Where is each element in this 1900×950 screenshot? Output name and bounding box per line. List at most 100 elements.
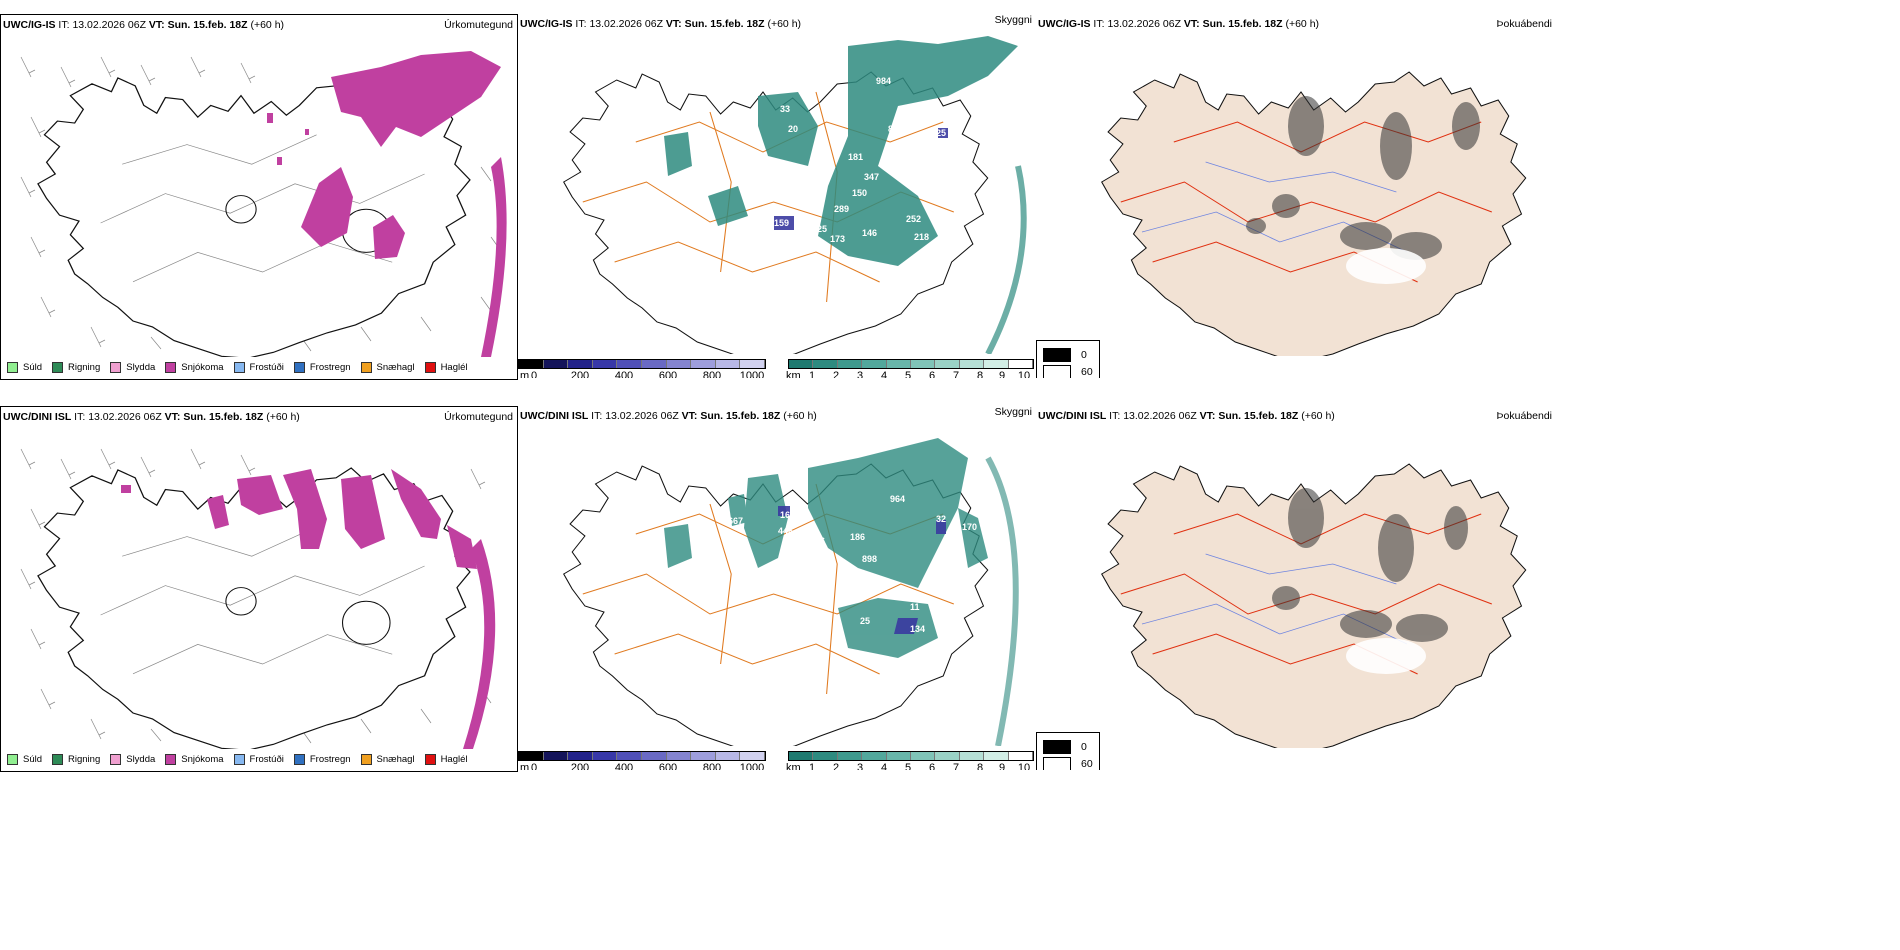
legend-item-snow-pellets: Snæhagl: [360, 362, 415, 373]
legend-item-drizzle: Súld: [7, 754, 42, 765]
legend-item-hail: Haglél: [424, 754, 468, 765]
legend-item-freezing-rain: Frostregn: [293, 754, 351, 765]
vt-label: VT:: [1183, 18, 1200, 30]
visibility-tick: 7: [952, 762, 960, 770]
height-scale-bar: [518, 359, 766, 369]
it-value: 13.02.2026 06Z: [589, 18, 663, 30]
visibility-tick: 6: [928, 370, 936, 378]
legend-item-sleet: Slydda: [110, 754, 155, 765]
visibility-tick: 8: [976, 370, 984, 378]
ceiling-label: 164: [780, 510, 795, 520]
legend-item-drizzle: Súld: [7, 362, 42, 373]
ceiling-label: 146: [862, 228, 877, 238]
precip-type-panel-top: UWC/IG-IS IT: 13.02.2026 06Z VT: Sun. 15…: [0, 14, 518, 380]
panel-header: UWC/IG-IS IT: 13.02.2026 06Z VT: Sun. 15…: [520, 18, 801, 30]
ceiling-label: 186: [850, 532, 865, 542]
panel-title: Þokuábendi: [1496, 18, 1552, 30]
height-tick: 600: [658, 762, 678, 770]
ceiling-label: 159: [774, 218, 789, 228]
legend-item-snow: Snjókoma: [165, 362, 224, 373]
visibility-tick: 5: [904, 762, 912, 770]
ceiling-label: 898: [888, 124, 903, 134]
ceiling-label: 130: [794, 166, 809, 176]
it-label: IT:: [58, 19, 70, 31]
ceiling-label: 598: [800, 552, 815, 562]
precip-map: [20, 51, 507, 357]
ceiling-label: 325: [812, 224, 827, 234]
height-tick: 800: [702, 370, 722, 378]
vt-value: Sun. 15.feb. 18Z: [684, 18, 765, 30]
lead-time: (+60 h): [1301, 410, 1335, 422]
height-tick: 600: [658, 370, 678, 378]
panel-title: Þokuábendi: [1496, 410, 1552, 422]
vt-value: Sun. 15.feb. 18Z: [1218, 410, 1299, 422]
it-value: 13.02.2026 06Z: [72, 19, 146, 31]
visibility-tick: 8: [976, 762, 984, 770]
visibility-tick: 3: [856, 762, 864, 770]
it-label: IT:: [1093, 18, 1105, 30]
shade-legend: 0 60: [1036, 732, 1100, 770]
legend-item-snow: Snjókoma: [165, 754, 224, 765]
ceiling-label: 964: [890, 494, 905, 504]
model-name: UWC/IG-IS: [3, 19, 56, 31]
teal-cloud: [664, 36, 1018, 266]
panel-header: UWC/DINI ISL IT: 13.02.2026 06Z VT: Sun.…: [3, 411, 300, 423]
wind-barbs: [20, 56, 502, 352]
lead-time: (+60 h): [767, 18, 802, 30]
visibility-scale-unit: km: [786, 762, 801, 770]
shade-map: [1101, 71, 1527, 356]
visibility-tick: 1: [808, 762, 816, 770]
vt-label: VT:: [164, 411, 181, 423]
model-name: UWC/DINI ISL: [1038, 410, 1107, 422]
shade-legend-min: 0: [1081, 349, 1087, 361]
ceiling-label: 170: [962, 522, 977, 532]
panel-header: UWC/IG-IS IT: 13.02.2026 06Z VT: Sun. 15…: [3, 19, 284, 31]
height-tick: 1000: [739, 762, 765, 770]
precip-map: [20, 448, 496, 749]
ceiling-label: 150: [852, 188, 867, 198]
height-tick: 0: [530, 370, 538, 378]
visibility-tick: 4: [880, 762, 888, 770]
legend-item-rain: Rigning: [52, 362, 100, 373]
ceiling-label: 984: [876, 76, 891, 86]
model-name: UWC/IG-IS: [520, 18, 573, 30]
height-scale-unit: m: [520, 370, 530, 378]
vt-label: VT:: [681, 410, 698, 422]
visibility-tick: 10: [1017, 762, 1031, 770]
height-tick: 200: [570, 762, 590, 770]
gray-shading: [1246, 96, 1480, 260]
vt-value: Sun. 15.feb. 18Z: [1202, 18, 1283, 30]
height-tick: 400: [614, 370, 634, 378]
ceiling-label: 25: [936, 128, 946, 138]
height-tick: 800: [702, 762, 722, 770]
legend-item-snow-pellets: Snæhagl: [360, 754, 415, 765]
visibility-scale: km 1 2 3 4 5 6 7 8 9 10: [786, 359, 1034, 378]
visibility-tick: 6: [928, 762, 936, 770]
precip-legend: Súld Rigning Slydda Snjókoma Frostúði Fr…: [7, 754, 478, 765]
shade-map: [1101, 463, 1527, 748]
vt-value: Sun. 15.feb. 18Z: [167, 19, 248, 31]
panel-header: UWC/DINI ISL IT: 13.02.2026 06Z VT: Sun.…: [520, 410, 817, 422]
precip-legend: Súld Rigning Slydda Snjókoma Frostúði Fr…: [7, 362, 478, 373]
ceiling-label: 134: [910, 624, 925, 634]
shade-legend-max: 60: [1081, 758, 1093, 770]
vt-value: Sun. 15.feb. 18Z: [183, 411, 264, 423]
ceiling-label: 33: [780, 104, 790, 114]
cloud-panel-bottom: UWC/DINI ISL IT: 13.02.2026 06Z VT: Sun.…: [518, 406, 1036, 770]
legend-item-hail: Haglél: [424, 362, 468, 373]
ceiling-label: 898: [862, 554, 877, 564]
visibility-tick: 1: [808, 370, 816, 378]
visibility-tick: 4: [880, 370, 888, 378]
it-label: IT:: [575, 18, 587, 30]
visibility-tick: 2: [832, 370, 840, 378]
visibility-scale: km 1 2 3 4 5 6 7 8 9 10: [786, 751, 1034, 770]
height-scale: m 0 200 400 600 800 1000: [518, 751, 766, 770]
panel-title: Úrkomutegund: [444, 411, 513, 423]
shade-legend-min: 0: [1081, 741, 1087, 753]
vt-value: Sun. 15.feb. 18Z: [700, 410, 781, 422]
ceiling-label: 32: [936, 514, 946, 524]
lead-time: (+60 h): [250, 19, 285, 31]
it-label: IT:: [74, 411, 86, 423]
precip-type-panel-bottom: UWC/DINI ISL IT: 13.02.2026 06Z VT: Sun.…: [0, 406, 518, 772]
height-scale: m 0 200 400 600 800 1000: [518, 359, 766, 378]
